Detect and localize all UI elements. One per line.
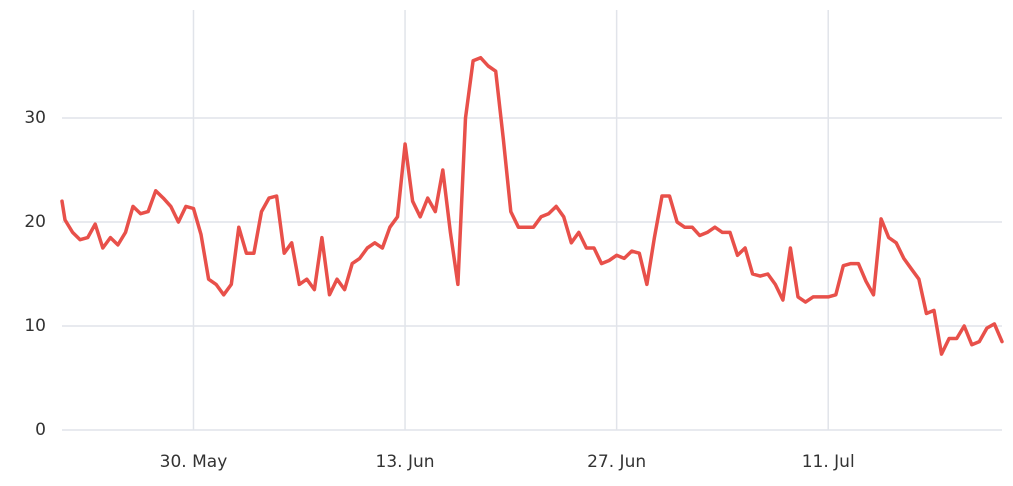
- x-tick-label: 30. May: [160, 452, 228, 472]
- y-tick-label: 10: [24, 316, 46, 336]
- x-tick-label: 27. Jun: [587, 452, 646, 472]
- y-tick-label: 20: [24, 212, 46, 232]
- data-line: [60, 55, 1004, 356]
- y-tick-label: 30: [24, 108, 46, 128]
- x-tick-label: 11. Jul: [802, 452, 855, 472]
- x-tick-label: 13. Jun: [376, 452, 435, 472]
- y-tick-label: 0: [35, 420, 46, 440]
